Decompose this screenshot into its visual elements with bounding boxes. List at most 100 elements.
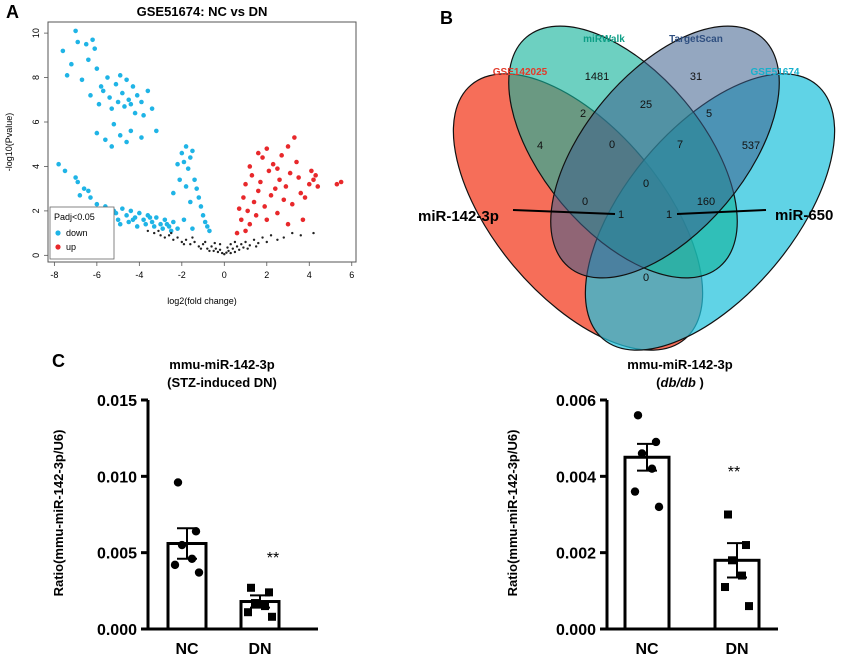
volcano-point-ns bbox=[197, 245, 201, 248]
volcano-xtick-label: 2 bbox=[264, 270, 269, 280]
volcano-point-up bbox=[238, 217, 244, 223]
bar-stz-point-nc bbox=[173, 478, 183, 487]
volcano-point-ns bbox=[242, 246, 245, 249]
volcano-point-down bbox=[60, 48, 66, 54]
volcano-point-down bbox=[190, 226, 195, 231]
volcano-point-down bbox=[117, 73, 123, 78]
bar-dbdb-ytick-label: 0.004 bbox=[556, 469, 596, 486]
volcano-point-ns bbox=[199, 247, 203, 250]
volcano-point-down bbox=[134, 224, 140, 229]
volcano-point-down bbox=[113, 210, 119, 216]
volcano-point-down bbox=[147, 215, 153, 220]
venn-label-gse51674: GSE51674 bbox=[751, 67, 800, 78]
volcano-ytick-label: 2 bbox=[31, 208, 41, 213]
volcano-point-down bbox=[183, 184, 189, 189]
volcano-ytick-label: 4 bbox=[31, 164, 41, 169]
volcano-point-up bbox=[245, 208, 250, 214]
volcano-point-down bbox=[77, 193, 83, 198]
volcano-point-down bbox=[124, 213, 129, 218]
bar-dbdb-point-dn bbox=[724, 510, 732, 519]
venn-count-gse142025-gse51674: 0 bbox=[643, 272, 649, 284]
bar-stz-subtitle: (STZ-induced DN) bbox=[167, 375, 277, 390]
volcano-point-up bbox=[251, 199, 257, 205]
volcano-point-down bbox=[168, 228, 174, 234]
venn-count-mirwalk-targetscan: 25 bbox=[640, 99, 652, 111]
volcano-point-down bbox=[139, 99, 144, 105]
volcano-point-down bbox=[154, 215, 159, 220]
volcano-point-down bbox=[122, 104, 127, 109]
volcano-point-down bbox=[81, 186, 87, 191]
volcano-point-ns bbox=[252, 238, 256, 241]
venn-label-mirwalk: miRWalk bbox=[583, 34, 625, 45]
volcano-point-ns bbox=[184, 238, 188, 241]
volcano-xtick-label: 6 bbox=[349, 270, 354, 280]
volcano-point-ns bbox=[206, 247, 209, 250]
volcano-point-ns bbox=[265, 240, 268, 244]
bar-dbdb-point-dn bbox=[738, 571, 746, 580]
venn-count-mirwalk-gse51674: 160 bbox=[697, 196, 715, 208]
volcano-xlabel: log2(fold change) bbox=[167, 296, 237, 306]
volcano-point-down bbox=[92, 46, 98, 51]
volcano-point-down bbox=[181, 159, 187, 165]
volcano-point-down bbox=[198, 204, 204, 209]
bar-stz-xlabel-nc: NC bbox=[175, 641, 199, 658]
volcano-point-down bbox=[120, 90, 125, 96]
volcano-point-down bbox=[100, 88, 106, 94]
volcano-point-up bbox=[272, 186, 278, 191]
volcano-point-up bbox=[313, 173, 318, 178]
volcano-point-down bbox=[200, 213, 206, 218]
legend-label-up: up bbox=[66, 242, 76, 252]
panel-label-b: B bbox=[440, 8, 453, 28]
volcano-point-down bbox=[196, 195, 202, 200]
bar-stz-point-nc bbox=[194, 568, 204, 577]
bar-dbdb-ytick-label: 0.006 bbox=[556, 393, 596, 410]
volcano-point-down bbox=[134, 93, 140, 98]
volcano-point-down bbox=[126, 219, 132, 225]
legend-title: Padj<0.05 bbox=[54, 212, 95, 222]
volcano-point-down bbox=[75, 39, 81, 45]
bar-dbdb-point-nc bbox=[630, 487, 640, 496]
volcano-point-ns bbox=[153, 231, 156, 235]
volcano-point-up bbox=[294, 159, 299, 165]
volcano-point-up bbox=[247, 164, 253, 169]
volcano-point-up bbox=[241, 195, 246, 200]
volcano-point-down bbox=[188, 155, 193, 160]
volcano-point-up bbox=[243, 181, 248, 187]
bar-stz-point-dn bbox=[265, 588, 273, 597]
volcano-point-ns bbox=[157, 229, 160, 233]
volcano-legend: Padj<0.05 down up bbox=[49, 206, 115, 260]
volcano-point-down bbox=[171, 190, 176, 196]
bar-stz-ytick-label: 0.010 bbox=[97, 469, 137, 486]
annotation-mir142: miR-142-3p bbox=[418, 208, 499, 225]
volcano-point-up bbox=[315, 184, 321, 189]
volcano-point-down bbox=[194, 186, 199, 191]
volcano-point-down bbox=[115, 99, 121, 105]
volcano-point-down bbox=[98, 84, 104, 89]
volcano-point-up bbox=[270, 161, 276, 167]
bar-stz-point-nc bbox=[191, 527, 201, 536]
venn-count-targetscan-gse51674: 5 bbox=[706, 108, 712, 120]
bar-stz-ytick-label: 0.015 bbox=[97, 393, 137, 410]
volcano-point-up bbox=[283, 184, 289, 189]
volcano-point-down bbox=[181, 217, 187, 223]
venn-count-mirwalk-only: 1481 bbox=[585, 71, 609, 83]
volcano-point-up bbox=[287, 170, 293, 176]
volcano-point-up bbox=[247, 221, 253, 227]
volcano-point-down bbox=[179, 150, 185, 156]
volcano-point-down bbox=[115, 217, 121, 223]
volcano-point-up bbox=[281, 197, 287, 203]
volcano-point-ns bbox=[229, 251, 232, 255]
volcano-point-down bbox=[137, 210, 142, 216]
venn-count-targetscan-only: 31 bbox=[690, 71, 702, 83]
bar-dbdb-xlabel-dn: DN bbox=[725, 641, 748, 658]
volcano-point-down bbox=[162, 217, 168, 223]
volcano-point-ns bbox=[282, 236, 285, 239]
volcano-ytick-label: 10 bbox=[31, 28, 41, 38]
volcano-point-down bbox=[141, 217, 146, 223]
bar-dbdb-subtitle: (db/db ) bbox=[656, 375, 704, 390]
volcano-point-up bbox=[234, 230, 240, 236]
volcano-point-ns bbox=[312, 231, 315, 235]
bar-dbdb-title: mmu-miR-142-3p bbox=[627, 357, 733, 372]
volcano-point-up bbox=[266, 168, 272, 174]
volcano-point-up bbox=[264, 146, 270, 151]
